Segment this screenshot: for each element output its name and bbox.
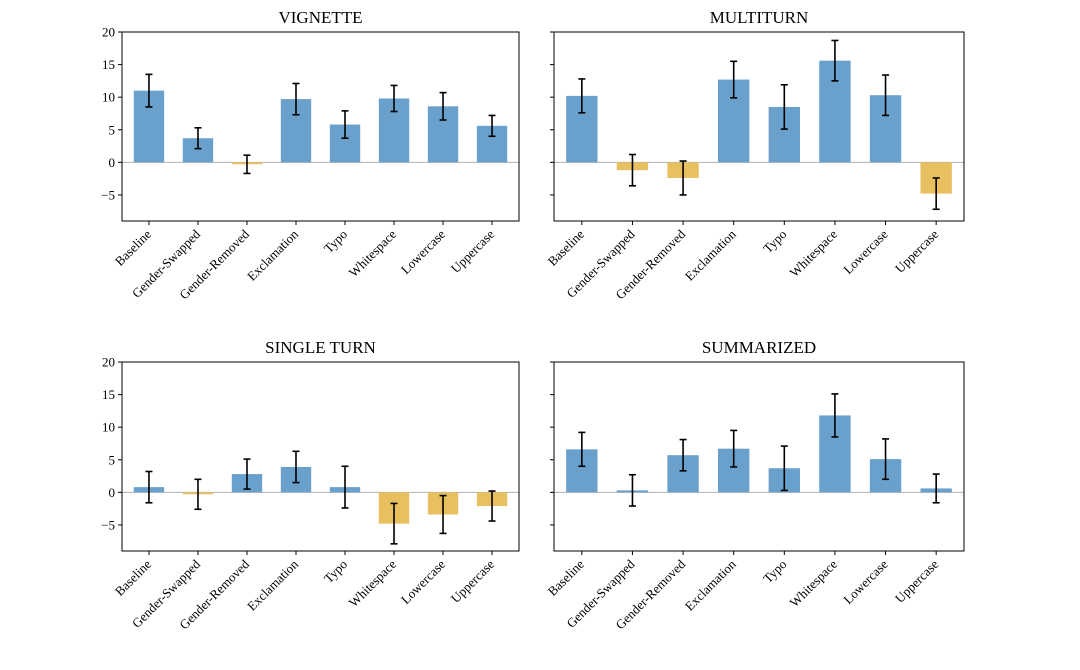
panel-summarized: SUMMARIZEDBaselineGender-SwappedGender-R…	[545, 338, 965, 632]
panel-title: VIGNETTE	[278, 8, 362, 27]
error-bar-baseline	[145, 470, 153, 504]
x-tick-label: Uppercase	[448, 556, 498, 606]
x-tick-label: Exclamation	[682, 556, 739, 613]
x-tick-label: Whitespace	[787, 556, 841, 610]
error-bar-exclamation	[292, 450, 300, 484]
error-bar-exclamation	[730, 60, 738, 99]
x-tick-label: Baseline	[545, 556, 587, 598]
x-tick-label: Typo	[321, 557, 350, 586]
error-bar-typo	[780, 83, 788, 130]
panel-title: SINGLE TURN	[265, 338, 376, 357]
panel-vignette: VIGNETTE20151050−5BaselineGender-Swapped…	[101, 8, 520, 302]
x-tick-label: Lowercase	[840, 226, 891, 277]
error-bar-uppercase	[932, 473, 940, 504]
error-bar-lowercase	[439, 494, 447, 535]
y-tick-label: −5	[101, 517, 115, 532]
x-tick-label: Exclamation	[244, 226, 301, 283]
plot-frame	[553, 31, 965, 222]
error-bar-whitespace	[390, 502, 398, 545]
y-tick-label: 10	[102, 90, 115, 105]
error-bar-typo	[341, 110, 349, 140]
error-bar-uppercase	[488, 114, 496, 138]
x-tick-label: Baseline	[112, 556, 154, 598]
error-bar-baseline	[578, 78, 586, 114]
x-tick-label: Whitespace	[346, 556, 400, 610]
x-tick-label: Exclamation	[682, 226, 739, 283]
panel-single-turn: SINGLE TURN20151050−5BaselineGender-Swap…	[101, 338, 520, 632]
y-tick-label: 20	[102, 25, 115, 40]
error-bar-uppercase	[932, 177, 940, 211]
error-bar-gender-removed	[679, 160, 687, 196]
plot-frame	[553, 361, 965, 552]
error-bar-gender-swapped	[628, 473, 636, 507]
error-bar-whitespace	[831, 39, 839, 82]
x-tick-label: Baseline	[545, 226, 587, 268]
x-tick-label: Baseline	[112, 226, 154, 268]
error-bar-exclamation	[292, 82, 300, 116]
y-tick-label: −5	[101, 187, 115, 202]
plot-frame	[121, 361, 520, 552]
y-tick-label: 5	[109, 122, 116, 137]
y-tick-label: 20	[102, 355, 115, 370]
y-tick-label: 15	[102, 387, 115, 402]
error-bar-gender-removed	[679, 438, 687, 472]
x-tick-label: Whitespace	[787, 226, 841, 280]
y-tick-label: 5	[109, 452, 116, 467]
error-bar-baseline	[578, 431, 586, 468]
x-tick-label: Exclamation	[244, 556, 301, 613]
panel-title: SUMMARIZED	[702, 338, 816, 357]
x-tick-label: Uppercase	[448, 226, 498, 276]
error-bar-gender-removed	[243, 458, 251, 490]
x-tick-label: Typo	[321, 227, 350, 256]
y-tick-label: 0	[109, 155, 116, 170]
error-bar-lowercase	[882, 74, 890, 117]
error-bar-typo	[341, 465, 349, 509]
error-bar-lowercase	[882, 438, 890, 481]
error-bar-lowercase	[439, 91, 447, 121]
panel-multiturn: MULTITURNBaselineGender-SwappedGender-Re…	[545, 8, 965, 302]
error-bar-uppercase	[488, 490, 496, 522]
x-tick-label: Lowercase	[840, 556, 891, 607]
error-bar-gender-swapped	[194, 127, 202, 150]
x-tick-label: Lowercase	[398, 556, 449, 607]
x-tick-label: Typo	[760, 227, 789, 256]
error-bar-whitespace	[390, 84, 398, 113]
error-bar-gender-removed	[243, 154, 251, 175]
error-bar-gender-swapped	[194, 478, 202, 511]
x-tick-label: Uppercase	[892, 556, 942, 606]
x-tick-label: Whitespace	[346, 226, 400, 280]
y-tick-label: 15	[102, 57, 115, 72]
error-bar-whitespace	[831, 393, 839, 438]
error-bar-gender-swapped	[628, 153, 636, 187]
y-tick-label: 0	[109, 485, 116, 500]
x-tick-label: Uppercase	[892, 226, 942, 276]
y-tick-label: 10	[102, 420, 115, 435]
error-bar-typo	[780, 445, 788, 492]
error-bar-exclamation	[730, 429, 738, 468]
x-tick-label: Lowercase	[398, 226, 449, 277]
error-bar-baseline	[145, 73, 153, 108]
x-tick-label: Typo	[760, 557, 789, 586]
plot-frame	[121, 31, 520, 222]
panel-title: MULTITURN	[710, 8, 809, 27]
